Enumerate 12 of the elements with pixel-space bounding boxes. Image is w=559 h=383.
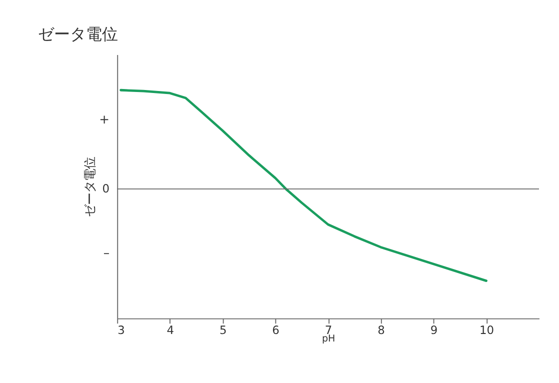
x-tick-label: 3 <box>118 323 125 338</box>
y-axis-title: ゼータ電位 <box>82 156 97 217</box>
x-tick-label: 5 <box>219 323 227 338</box>
x-tick-label: 10 <box>479 323 494 338</box>
chart-title: ゼータ電位 <box>38 24 118 44</box>
ref-line-label: 0 <box>102 182 110 196</box>
text: – <box>103 246 110 260</box>
x-tick-label: 6 <box>272 323 280 338</box>
x-tick-label: 8 <box>378 323 385 338</box>
text: + <box>99 112 110 127</box>
x-tick-label: 9 <box>430 323 438 338</box>
x-tick-label: 4 <box>166 323 174 338</box>
